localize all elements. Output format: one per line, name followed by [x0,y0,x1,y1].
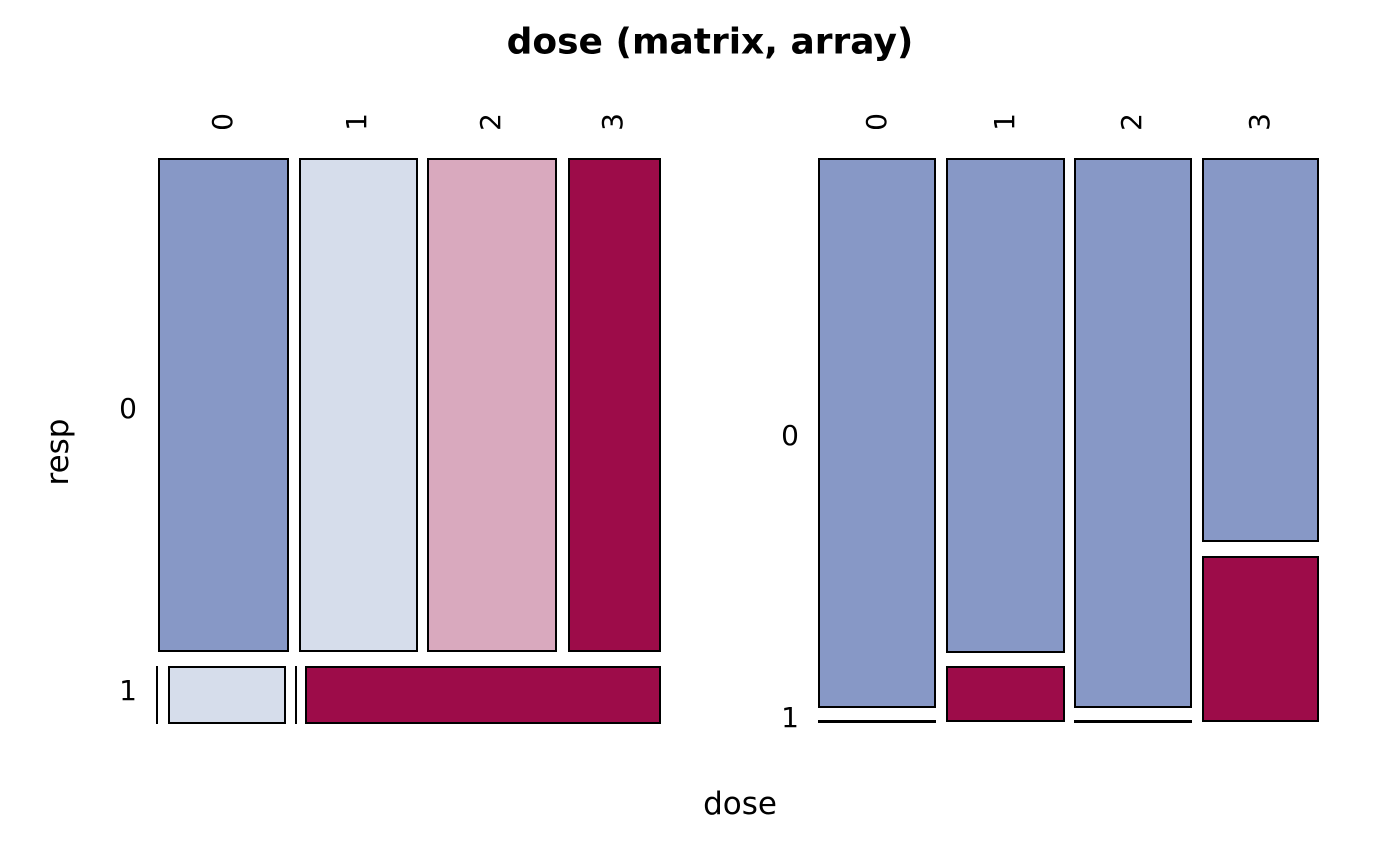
left-col-label-2: 2 [474,113,507,131]
right-cell-dose3-resp0 [1202,158,1319,542]
right-cell-dose2-resp1-zero [1074,720,1192,723]
left-cell-resp1-dose1 [168,666,286,724]
y-axis-title: resp [40,418,76,486]
right-cell-dose1-resp0 [946,158,1065,653]
right-cell-dose3-resp1 [1202,556,1319,722]
left-col-label-1: 1 [340,113,373,131]
left-row-label-1: 1 [119,674,137,707]
left-cell-resp0-dose2 [427,158,557,652]
left-cell-resp1-dose2-zero [295,666,297,724]
left-row-label-0: 0 [119,392,137,425]
left-cell-resp1-dose3 [305,666,661,724]
right-cell-dose0-resp0 [818,158,936,708]
x-axis-title: dose [703,786,777,822]
right-cell-dose0-resp1-zero [818,720,936,723]
right-col-label-1: 1 [988,113,1021,131]
right-cell-dose1-resp1 [946,666,1065,722]
left-cell-resp0-dose3 [568,158,661,652]
right-row-label-0: 0 [781,419,799,452]
right-col-label-2: 2 [1115,113,1148,131]
right-col-label-3: 3 [1243,113,1276,131]
chart-title: dose (matrix, array) [506,21,914,63]
left-cell-resp1-dose0-zero [156,666,158,724]
right-row-label-1: 1 [781,701,799,734]
right-cell-dose2-resp0 [1074,158,1192,708]
left-cell-resp0-dose1 [299,158,418,652]
right-col-label-0: 0 [860,113,893,131]
left-cell-resp0-dose0 [158,158,289,652]
left-col-label-3: 3 [596,113,629,131]
left-col-label-0: 0 [206,113,239,131]
